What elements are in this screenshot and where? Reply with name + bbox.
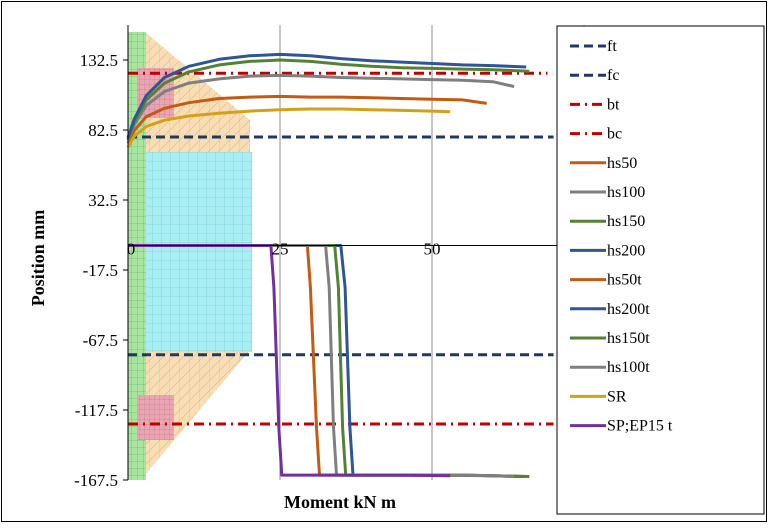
diagram-bottom-bar: [138, 395, 174, 440]
y-tick-label-5: -117.5: [75, 401, 118, 420]
legend-label-12: SR: [607, 388, 627, 405]
y-tick-label-2: 32.5: [88, 191, 118, 210]
legend-box: [556, 25, 765, 515]
legend-label-9: hs200t: [607, 301, 650, 318]
legend-label-4: hs50: [607, 155, 637, 172]
cross-section-diagram: [128, 32, 252, 480]
y-tick-label-6: -167.5: [74, 471, 118, 490]
legend: ft fc bt bc hs50 hs100 hs150 hs200 hs50t hs200t hs…: [570, 38, 673, 435]
legend-label-6: hs150: [607, 213, 645, 230]
axes: 132.5 82.5 32.5 -17.5 -67.5 -117.5 -167.5 0 25 50…: [74, 25, 593, 490]
y-tick-label-1: 82.5: [88, 121, 118, 140]
y-tick-label-0: 132.5: [80, 51, 118, 70]
series-line-sr: [126, 107, 451, 149]
legend-label-5: hs100: [607, 184, 645, 201]
legend-label-2: bt: [607, 96, 620, 113]
x-tick-label-0: 0: [127, 240, 136, 259]
legend-label-1: fc: [607, 67, 619, 84]
legend-label-11: hs100t: [607, 359, 650, 376]
series-line-hs150: [126, 58, 530, 140]
x-tick-label-2: 50: [424, 240, 441, 259]
diagram-web-block: [145, 152, 252, 352]
legend-label-3: bc: [607, 126, 622, 143]
series-line-hs50: [126, 94, 487, 144]
legend-label-0: ft: [607, 38, 617, 55]
series-line-sp-ep15-t: [128, 244, 451, 478]
y-tick-label-4: -67.5: [83, 331, 118, 350]
x-tick-label-1: 25: [272, 240, 289, 259]
y-axis-title: Position mm: [28, 210, 48, 307]
x-axis-title: Moment kN m: [284, 492, 396, 512]
diagram-left-strip: [128, 32, 146, 480]
y-tick-label-3: -17.5: [83, 261, 118, 280]
series-line-hs200: [126, 52, 527, 139]
legend-label-8: hs50t: [607, 272, 642, 289]
series-line-hs100: [126, 73, 515, 142]
legend-label-7: hs200: [607, 242, 645, 259]
legend-label-13: SP;EP15 t: [607, 418, 673, 435]
series-lines: [126, 52, 554, 478]
legend-label-10: hs150t: [607, 330, 650, 347]
